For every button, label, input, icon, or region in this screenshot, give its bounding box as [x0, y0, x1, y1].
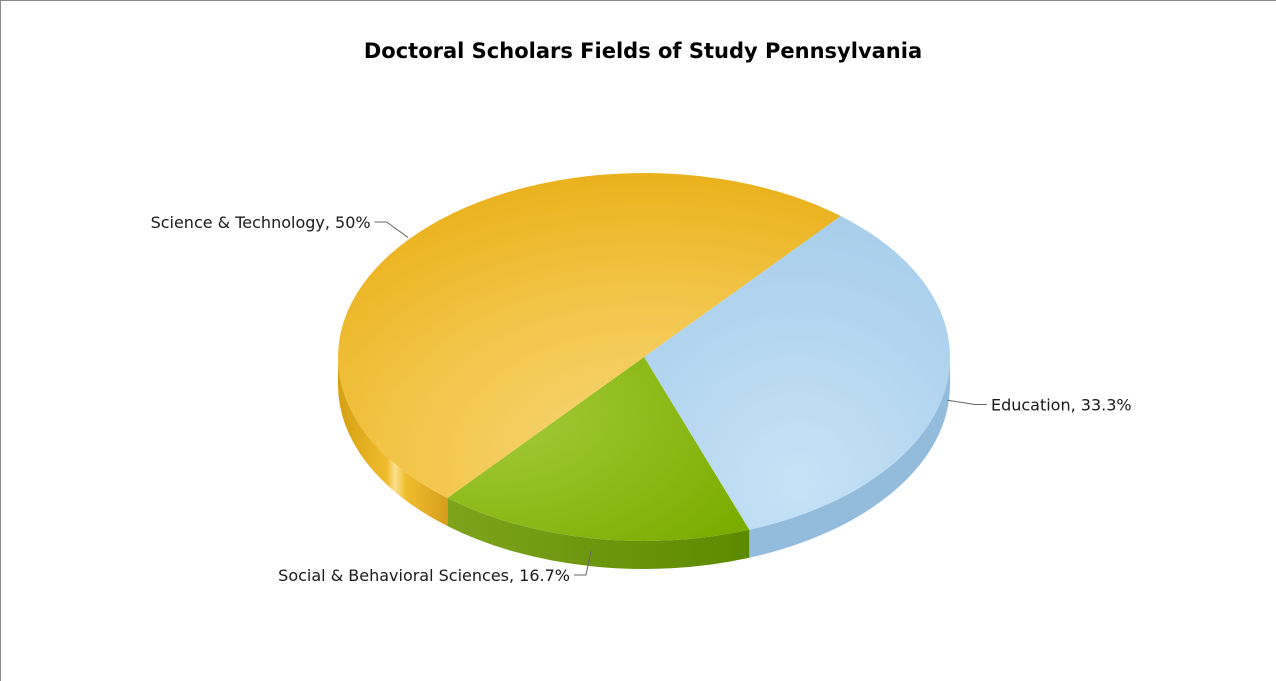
pie-slice-science-and-technology	[337, 172, 841, 498]
pie-slices	[337, 172, 951, 569]
leader-line-social-and-behavioral-sciences	[574, 551, 592, 576]
leader-line-education	[947, 399, 987, 405]
label-education: Education, 33.3%	[991, 395, 1132, 414]
chart-title: Doctoral Scholars Fields of Study Pennsy…	[364, 39, 922, 63]
leader-line-science-and-technology	[374, 221, 409, 238]
pie-side-education	[749, 357, 951, 558]
pie-slice-education	[644, 216, 951, 530]
label-science-and-technology: Science & Technology, 50%	[151, 213, 371, 232]
pie-slice-social-and-behavioral-sciences	[447, 357, 750, 541]
pie-side-social-and-behavioral-sciences	[447, 497, 750, 569]
pie-side-science-and-technology	[338, 357, 448, 526]
label-social-and-behavioral-sciences: Social & Behavioral Sciences, 16.7%	[278, 566, 570, 585]
pie-labels: Education, 33.3% Social & Behavioral Scie…	[151, 213, 1132, 585]
